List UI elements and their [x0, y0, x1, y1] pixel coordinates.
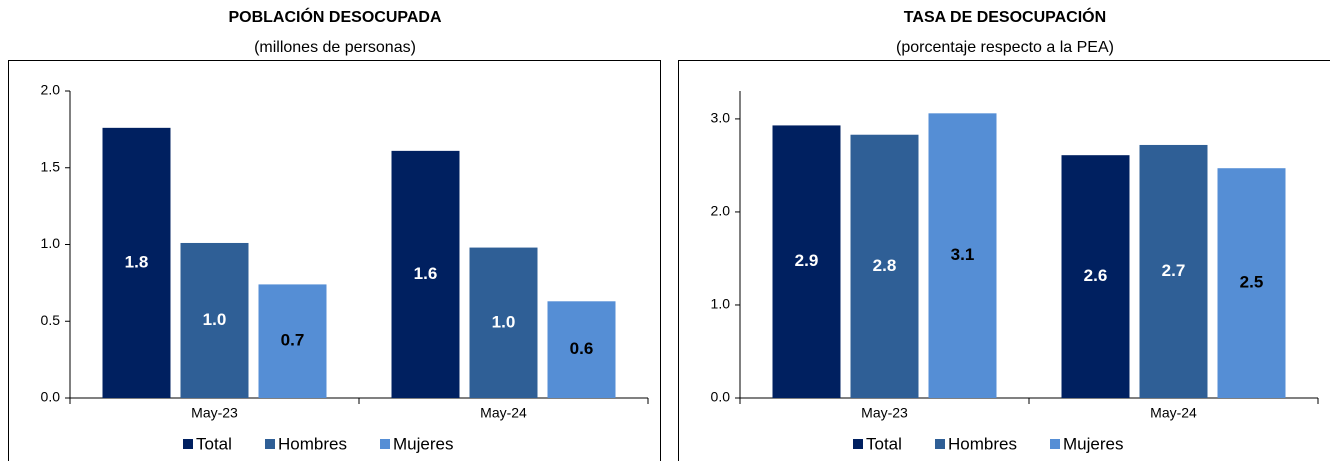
data-label: 1.0 — [203, 310, 227, 329]
chart-subtitle: (porcentaje respecto a la PEA) — [896, 39, 1114, 56]
chart-title: TASA DE DESOCUPACIÓN — [904, 7, 1106, 26]
y-tick-label: 3.0 — [711, 110, 731, 126]
data-label: 2.5 — [1240, 273, 1264, 292]
chart-subtitle: (millones de personas) — [254, 39, 416, 56]
legend-label: Hombres — [948, 434, 1017, 453]
legend-swatch — [265, 439, 275, 449]
legend-swatch — [853, 439, 863, 449]
data-label: 2.8 — [873, 256, 897, 275]
legend-label: Mujeres — [1063, 434, 1123, 453]
data-label: 0.6 — [570, 339, 594, 358]
y-tick-label: 2.0 — [41, 82, 61, 98]
data-label: 2.6 — [1084, 266, 1108, 285]
x-tick-label: May-24 — [1150, 405, 1197, 421]
legend-label: Total — [196, 434, 232, 453]
legend-label: Mujeres — [393, 434, 453, 453]
y-tick-label: 1.5 — [41, 158, 61, 174]
y-tick-label: 1.0 — [41, 235, 61, 251]
x-tick-label: May-23 — [191, 405, 238, 421]
y-tick-label: 0.0 — [41, 389, 61, 405]
legend-swatch — [1050, 439, 1060, 449]
data-label: 3.1 — [951, 245, 975, 264]
data-label: 0.7 — [281, 331, 305, 350]
y-tick-label: 0.5 — [41, 312, 61, 328]
y-tick-label: 2.0 — [711, 203, 731, 219]
data-label: 2.7 — [1162, 261, 1186, 280]
chart-title: POBLACIÓN DESOCUPADA — [228, 7, 441, 26]
legend-label: Hombres — [278, 434, 347, 453]
data-label: 1.6 — [414, 264, 438, 283]
x-tick-label: May-23 — [861, 405, 908, 421]
data-label: 2.9 — [795, 251, 819, 270]
y-tick-label: 0.0 — [711, 389, 731, 405]
legend-swatch — [183, 439, 193, 449]
data-label: 1.8 — [125, 252, 149, 271]
x-tick-label: May-24 — [480, 405, 527, 421]
data-label: 1.0 — [492, 312, 516, 331]
legend-swatch — [935, 439, 945, 449]
legend-label: Total — [866, 434, 902, 453]
y-tick-label: 1.0 — [711, 296, 731, 312]
legend-swatch — [380, 439, 390, 449]
